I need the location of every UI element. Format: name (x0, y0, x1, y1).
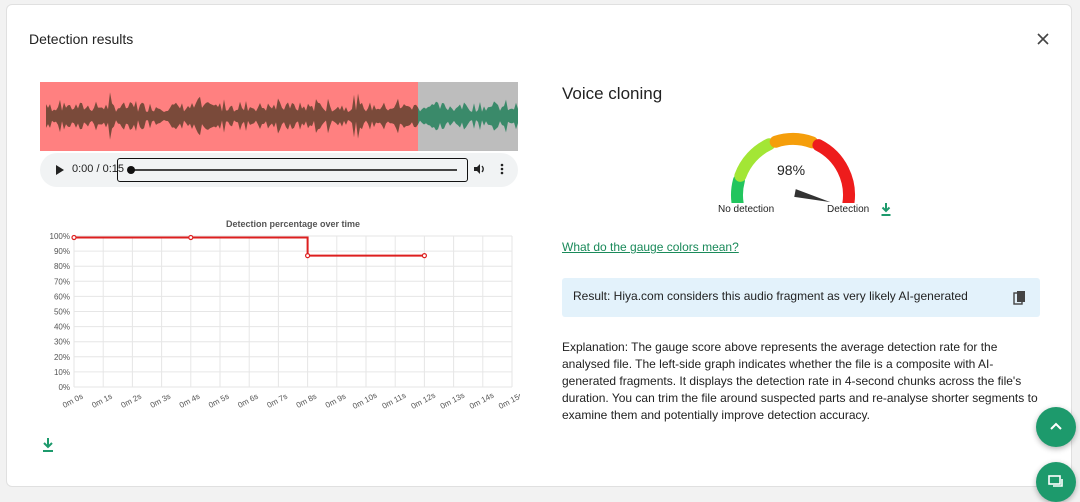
y-tick-label: 70% (54, 277, 70, 286)
y-tick-label: 100% (50, 232, 70, 241)
dialog-title: Detection results (29, 31, 134, 47)
gauge-needle (794, 189, 831, 203)
x-tick-label: 0m 15s (497, 391, 520, 411)
detection-gauge (731, 133, 855, 203)
download-icon[interactable] (880, 202, 892, 217)
gauge-segment (769, 133, 819, 149)
x-tick-label: 0m 2s (119, 392, 142, 410)
play-icon[interactable] (52, 163, 66, 177)
gauge-colors-link[interactable]: What do the gauge colors mean? (562, 240, 739, 254)
voice-cloning-title: Voice cloning (562, 84, 663, 103)
detection-chart: Detection percentage over time 0% 10% 20% 30… (50, 219, 520, 411)
x-tick-label: 0m 4s (178, 392, 201, 410)
y-tick-label: 80% (54, 262, 70, 271)
volume-icon[interactable] (472, 162, 486, 176)
gauge-label-low: No detection (718, 204, 775, 215)
data-point (305, 253, 311, 259)
x-tick-label: 0m 13s (439, 391, 466, 411)
x-tick-label: 0m 7s (265, 392, 288, 410)
time-display: 0:00 / 0:15 (72, 163, 124, 175)
x-tick-label: 0m 3s (149, 392, 172, 410)
gauge-segment (734, 138, 776, 182)
result-text: Result: Hiya.com considers this audio fr… (573, 289, 968, 303)
chat-button[interactable] (1036, 462, 1076, 502)
data-point (421, 253, 427, 259)
seek-track (128, 169, 457, 171)
series-line (74, 236, 425, 257)
data-point (188, 234, 194, 241)
y-tick-label: 40% (54, 323, 70, 332)
y-tick-label: 90% (54, 247, 70, 256)
result-box: Result: Hiya.com considers this audio fr… (562, 278, 1040, 317)
chevron-up-icon (1050, 422, 1062, 430)
copy-icon[interactable] (1013, 290, 1027, 306)
data-point (71, 234, 77, 241)
chart-title: Detection percentage over time (226, 219, 360, 229)
x-tick-label: 0m 12s (410, 391, 437, 411)
x-tick-label: 0m 14s (468, 391, 495, 411)
x-tick-label: 0m 0s (61, 392, 84, 410)
waveform-shape (418, 99, 518, 133)
gauge-segment (812, 139, 855, 203)
gauge-label-high: Detection (827, 204, 870, 215)
chat-icon (1048, 475, 1063, 487)
x-tick-label: 0m 9s (324, 392, 347, 410)
x-tick-label: 0m 6s (236, 392, 259, 410)
x-tick-label: 0m 1s (90, 392, 113, 410)
waveform-graph (46, 92, 518, 140)
x-tick-label: 0m 11s (381, 391, 408, 411)
seek-thumb[interactable] (127, 166, 135, 174)
detection-results-dialog: Detection results 0:00 / 0:15 Detection … (6, 4, 1072, 487)
y-tick-label: 50% (54, 308, 70, 317)
y-tick-label: 10% (54, 368, 70, 377)
y-tick-label: 30% (54, 338, 70, 347)
download-icon[interactable] (41, 437, 55, 453)
gauge-score: 98% (777, 162, 806, 178)
x-tick-label: 0m 8s (295, 392, 318, 410)
audio-player: 0:00 / 0:15 (40, 153, 518, 187)
close-icon[interactable] (1035, 31, 1051, 47)
y-tick-label: 0% (58, 383, 70, 392)
more-vert-icon[interactable] (495, 162, 509, 176)
scroll-top-button[interactable] (1036, 407, 1076, 447)
waveform-shape (46, 92, 418, 140)
gauge-segment (731, 174, 745, 203)
seek-slider[interactable] (117, 158, 468, 182)
waveform[interactable] (40, 82, 518, 151)
y-tick-label: 20% (54, 353, 70, 362)
x-tick-label: 0m 10s (351, 391, 378, 411)
explanation-text: Explanation: The gauge score above repre… (562, 340, 1038, 422)
y-tick-label: 60% (54, 292, 70, 301)
x-tick-label: 0m 5s (207, 392, 230, 410)
